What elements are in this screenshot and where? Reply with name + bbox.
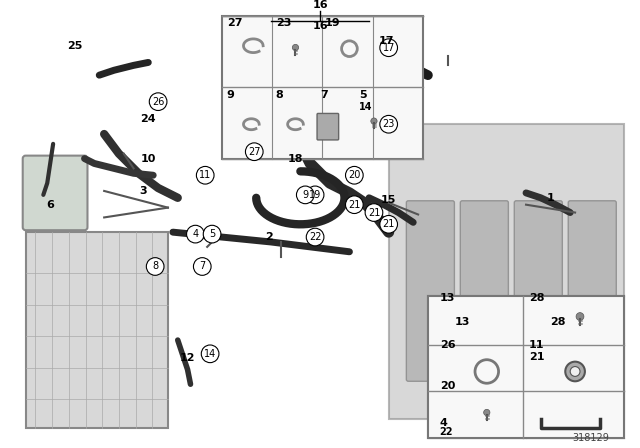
Circle shape: [245, 143, 263, 160]
FancyBboxPatch shape: [515, 201, 563, 381]
Circle shape: [484, 409, 490, 416]
Text: 2: 2: [265, 232, 273, 242]
Circle shape: [187, 225, 204, 243]
Circle shape: [365, 204, 383, 221]
FancyBboxPatch shape: [222, 16, 423, 159]
Circle shape: [380, 116, 397, 133]
FancyBboxPatch shape: [26, 232, 168, 428]
Circle shape: [204, 225, 221, 243]
Text: 23: 23: [383, 119, 395, 129]
Circle shape: [307, 186, 324, 204]
FancyBboxPatch shape: [388, 124, 624, 418]
Text: 22: 22: [440, 427, 453, 437]
Circle shape: [570, 366, 580, 376]
Text: 13: 13: [440, 293, 455, 303]
Text: 13: 13: [454, 318, 470, 327]
Text: 20: 20: [440, 381, 455, 391]
Circle shape: [292, 44, 299, 51]
Circle shape: [193, 258, 211, 276]
Text: 26: 26: [152, 97, 164, 107]
Text: 23: 23: [276, 18, 291, 28]
Text: 14: 14: [359, 102, 372, 112]
Text: 21: 21: [529, 352, 545, 362]
Text: 16: 16: [312, 0, 328, 10]
Text: 12: 12: [180, 353, 195, 363]
Text: 18: 18: [288, 154, 303, 164]
FancyBboxPatch shape: [317, 113, 339, 140]
Circle shape: [371, 118, 377, 124]
Text: 8: 8: [276, 90, 284, 100]
Text: 8: 8: [152, 262, 158, 271]
Text: 27: 27: [227, 18, 243, 28]
Text: 5: 5: [359, 90, 367, 100]
Text: 25: 25: [67, 41, 83, 51]
Text: 15: 15: [381, 195, 396, 205]
Circle shape: [380, 39, 397, 56]
FancyBboxPatch shape: [406, 201, 454, 381]
Text: 19: 19: [309, 190, 321, 200]
Text: 28: 28: [529, 293, 545, 303]
Text: 17: 17: [379, 36, 394, 46]
Text: 10: 10: [141, 154, 156, 164]
Circle shape: [346, 196, 363, 214]
Text: 14: 14: [204, 349, 216, 359]
Text: 11: 11: [529, 340, 545, 350]
Text: 21: 21: [383, 220, 395, 229]
Text: 20: 20: [348, 170, 360, 180]
Text: 4: 4: [193, 229, 198, 239]
Text: 7: 7: [199, 262, 205, 271]
Circle shape: [147, 258, 164, 276]
FancyBboxPatch shape: [23, 155, 88, 230]
Circle shape: [196, 166, 214, 184]
Circle shape: [149, 93, 167, 111]
Text: 26: 26: [440, 340, 455, 350]
Circle shape: [565, 362, 585, 381]
Text: 3: 3: [140, 186, 147, 196]
Text: 318129: 318129: [573, 433, 609, 443]
FancyBboxPatch shape: [568, 201, 616, 381]
Text: 6: 6: [46, 200, 54, 210]
FancyBboxPatch shape: [460, 201, 508, 381]
Circle shape: [380, 215, 397, 233]
Text: 4: 4: [440, 418, 447, 428]
Circle shape: [202, 345, 219, 362]
Text: 21: 21: [348, 200, 360, 210]
Circle shape: [576, 313, 584, 320]
Text: 22: 22: [309, 232, 321, 242]
Text: 9: 9: [302, 190, 308, 200]
FancyBboxPatch shape: [428, 296, 624, 438]
Text: 9: 9: [227, 90, 235, 100]
Text: 19: 19: [325, 18, 340, 28]
Text: 27: 27: [248, 146, 260, 157]
Text: 5: 5: [209, 229, 215, 239]
Text: 28: 28: [550, 318, 565, 327]
Circle shape: [307, 228, 324, 246]
Circle shape: [346, 166, 363, 184]
Text: 16: 16: [312, 21, 328, 31]
Text: 11: 11: [199, 170, 211, 180]
Circle shape: [296, 186, 314, 204]
FancyBboxPatch shape: [428, 296, 624, 438]
Text: 21: 21: [368, 207, 380, 218]
Text: 24: 24: [141, 114, 156, 125]
Text: 17: 17: [383, 43, 395, 53]
Text: 1: 1: [547, 193, 554, 203]
Text: 7: 7: [320, 90, 328, 100]
